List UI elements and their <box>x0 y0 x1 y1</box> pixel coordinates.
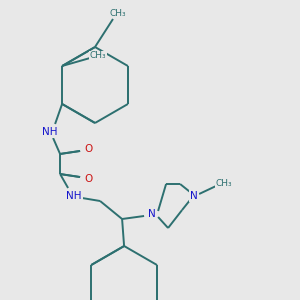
Text: CH₃: CH₃ <box>216 178 232 188</box>
Text: O: O <box>84 144 92 154</box>
Text: N: N <box>148 209 156 219</box>
Text: NH: NH <box>66 191 82 201</box>
Text: O: O <box>84 174 92 184</box>
Text: NH: NH <box>42 127 58 137</box>
Text: CH₃: CH₃ <box>110 8 126 17</box>
Text: CH₃: CH₃ <box>90 52 106 61</box>
Text: N: N <box>190 191 198 201</box>
